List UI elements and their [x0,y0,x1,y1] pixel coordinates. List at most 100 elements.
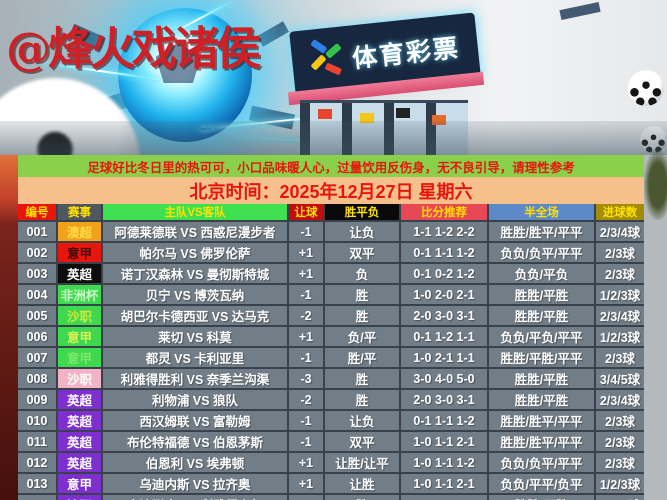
left-margin-strip [0,155,18,500]
match-number: 008 [18,369,58,388]
score-recommendation: 0-1 1-2 1-1 [401,327,489,346]
handicap-value: +1 [289,243,325,262]
score-recommendation: 1-0 2-0 2-1 [401,495,489,500]
score-recommendation: 0-1 1-1 1-2 [401,411,489,430]
half-full-pick: 胜胜/胜平/平平 [489,432,596,451]
table-row[interactable]: 012 英超 伯恩利 VS 埃弗顿 +1 让胜/让平 1-0 1-1 1-2 负… [18,451,644,472]
table-row[interactable]: 008 沙职 利雅得胜利 VS 奈季兰沟渠 -3 胜 3-0 4-0 5-0 胜… [18,367,644,388]
table-row[interactable]: 007 意甲 都灵 VS 卡利亚里 -1 胜/平 1-0 2-1 1-1 胜胜/… [18,346,644,367]
date-banner: 北京时间：2025年12月27日 星期六 [18,177,644,204]
win-draw-lose-pick: 双平 [325,432,401,451]
table-row[interactable]: 001 澳超 阿德莱德联 VS 西惑尼漫步者 -1 让负 1-1 1-2 2-2… [18,220,644,241]
half-full-pick: 胜胜/平胜 [489,369,596,388]
handicap-value: -1 [289,222,325,241]
half-full-pick: 负负/负平/平平 [489,243,596,262]
match-teams: 胡巴尔卡德西亚 VS 达马克 [103,306,289,325]
handicap-value: -2 [289,306,325,325]
right-margin-strip [644,155,667,500]
win-draw-lose-pick: 负 [325,264,401,283]
table-row[interactable]: 010 英超 西汉姆联 VS 富勒姆 -1 让负 0-1 1-1 1-2 胜胜/… [18,409,644,430]
win-draw-lose-pick: 让负 [325,222,401,241]
score-recommendation: 1-0 2-1 1-1 [401,348,489,367]
match-teams: 利雅得胜利 VS 奈季兰沟渠 [103,369,289,388]
table-row[interactable]: 014 沙职 吉达联合 VS 利雅得青年 -1 胜 1-0 2-0 2-1 胜胜… [18,493,644,500]
handicap-value: +1 [289,453,325,472]
match-number: 002 [18,243,58,262]
match-number: 011 [18,432,58,451]
league-badge: 意甲 [58,327,101,346]
column-header: 进球数 [596,204,644,220]
half-full-pick: 胜胜/胜平/平平 [489,411,596,430]
half-full-pick: 胜胜/平胜 [489,285,596,304]
half-full-pick: 胜胜/平胜 [489,390,596,409]
half-full-pick: 胜胜/平胜 [489,306,596,325]
handicap-value: -3 [289,369,325,388]
match-number: 005 [18,306,58,325]
league-cell: 英超 [58,411,103,430]
match-teams: 莱切 VS 科莫 [103,327,289,346]
goals-pick: 2/3/4球 [599,226,641,240]
goals-pick: 2/3/4球 [599,394,641,408]
match-number: 010 [18,411,58,430]
column-header: 半全场 [489,204,596,220]
league-cell: 意甲 [58,348,103,367]
table-row[interactable]: 002 意甲 帕尔马 VS 佛罗伦萨 +1 双平 0-1 1-1 1-2 负负/… [18,241,644,262]
league-cell: 意甲 [58,243,103,262]
goals-pick: 1/2/3球 [599,478,641,492]
league-cell: 非洲杯 [58,285,103,304]
window-poster [432,115,446,125]
store-sign-text: 体育彩票 [350,34,462,74]
win-draw-lose-pick: 胜 [325,390,401,409]
handicap-value: -1 [289,285,325,304]
table-row[interactable]: 004 非洲杯 贝宁 VS 博茨瓦纳 -1 胜 1-0 2-0 2-1 胜胜/平… [18,283,644,304]
half-full-pick: 负负/平平/负平 [489,474,596,493]
match-teams: 乌迪内斯 VS 拉齐奥 [103,474,289,493]
table-row[interactable]: 006 意甲 莱切 VS 科莫 +1 负/平 0-1 1-2 1-1 负负/平负… [18,325,644,346]
right-margin-blob [644,150,667,220]
match-number: 012 [18,453,58,472]
notice-banner: 足球好比冬日里的热可可，小口品味暖人心，过量饮用反伤身，无不良引导，请理性参考 [18,155,644,177]
match-teams: 西汉姆联 VS 富勒姆 [103,411,289,430]
win-draw-lose-pick: 双平 [325,243,401,262]
league-cell: 意甲 [58,474,103,493]
watermark-text: @烽火戏诸侯 [6,22,261,75]
table-row[interactable]: 005 沙职 胡巴尔卡德西亚 VS 达马克 -2 胜 2-0 3-0 3-1 胜… [18,304,644,325]
column-header: 编号 [18,204,58,220]
handicap-value: -2 [289,390,325,409]
window-poster [360,113,374,123]
match-teams: 贝宁 VS 博茨瓦纳 [103,285,289,304]
goals-pick: 2/3球 [605,268,635,282]
win-draw-lose-pick: 让胜/让平 [325,453,401,472]
goals-pick: 2/3球 [605,415,635,429]
league-cell: 沙职 [58,369,103,388]
match-number: 006 [18,327,58,346]
score-recommendation: 1-1 1-2 2-2 [401,222,489,241]
league-badge: 英超 [58,390,101,409]
league-badge: 英超 [58,411,101,430]
match-number: 004 [18,285,58,304]
handicap-value: +1 [289,474,325,493]
match-number: 001 [18,222,58,241]
league-badge: 意甲 [58,474,101,493]
win-draw-lose-pick: 让胜 [325,474,401,493]
column-header: 主队VS客队 [103,204,289,220]
table-row[interactable]: 003 英超 诺丁汉森林 VS 曼彻斯特城 +1 负 0-1 0-2 1-2 负… [18,262,644,283]
table-row[interactable]: 011 英超 布伦特福德 VS 伯恩茅斯 -1 双平 1-0 1-1 2-1 胜… [18,430,644,451]
league-badge: 沙职 [58,495,101,500]
league-badge: 英超 [58,453,101,472]
debris-fragment [559,1,601,21]
win-draw-lose-pick: 胜 [325,369,401,388]
half-full-pick: 胜胜/平胜/平平 [489,348,596,367]
win-draw-lose-pick: 胜 [325,306,401,325]
half-full-pick: 负负/负平/平平 [489,453,596,472]
goals-pick: 1/2/3球 [596,495,644,500]
win-draw-lose-pick: 胜 [325,495,401,500]
soccer-ball-right-upper [628,70,664,106]
table-row[interactable]: 009 英超 利物浦 VS 狼队 -2 胜 2-0 3-0 3-1 胜胜/平胜 … [18,388,644,409]
column-header: 比分推荐 [401,204,489,220]
score-recommendation: 2-0 3-0 3-1 [401,390,489,409]
match-teams: 都灵 VS 卡利亚里 [103,348,289,367]
goals-pick: 1/2/3球 [599,331,641,345]
table-row[interactable]: 013 意甲 乌迪内斯 VS 拉齐奥 +1 让胜 1-0 1-1 2-1 负负/… [18,472,644,493]
